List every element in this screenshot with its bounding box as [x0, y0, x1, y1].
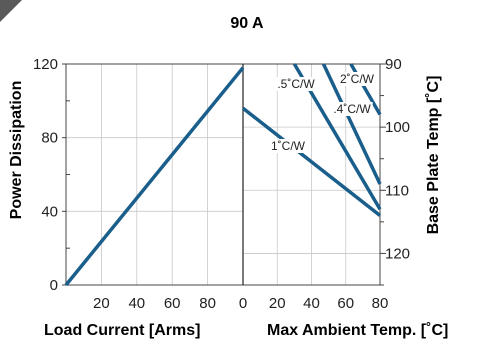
right-grid [243, 63, 386, 286]
right-y-tick-label: 120 [385, 245, 410, 262]
chart-title: 90 A [230, 15, 264, 32]
right-y-axis-label: Base Plate Temp [˚C] [425, 76, 442, 235]
thermal-resistance-line [321, 63, 382, 185]
right-x-tick-label: 0 [239, 295, 247, 312]
series-label-background [338, 72, 376, 86]
left-tick-labels: 0 40 80 120 20 40 60 80 [33, 56, 216, 312]
left-y-tick-label: 0 [50, 277, 58, 294]
left-x-tick-label: 40 [128, 295, 145, 312]
series-label: 1˚C/W [271, 139, 306, 153]
left-y-tick-label: 80 [41, 130, 58, 147]
thermal-resistance-line [241, 106, 382, 217]
series-label: 2˚C/W [340, 72, 375, 86]
series-label-background [269, 139, 307, 153]
series-label: .4˚C/W [333, 102, 371, 116]
series-label: .5˚C/W [277, 77, 315, 91]
right-y-tick-label: 100 [385, 119, 410, 136]
left-y-axis-label: Power Dissipation [8, 81, 25, 220]
left-x-axis-label: Load Current [Arms] [44, 322, 200, 339]
right-x-tick-label: 20 [269, 295, 286, 312]
right-y-tick-label: 90 [385, 56, 402, 73]
left-y-tick-label: 120 [33, 56, 58, 73]
right-x-tick-label: 40 [303, 295, 320, 312]
right-x-tick-label: 80 [372, 295, 389, 312]
left-series-group [64, 66, 245, 287]
right-x-axis-label: Max Ambient Temp. [˚C] [267, 322, 448, 339]
plot-frame [65, 63, 381, 286]
left-grid [62, 63, 243, 286]
series-label-background [331, 102, 373, 116]
left-x-tick-label: 80 [199, 295, 216, 312]
load-current-line [64, 66, 245, 287]
left-x-tick-label: 60 [164, 295, 181, 312]
right-tick-labels: 0 20 40 60 80 90 100 110 120 [239, 56, 410, 312]
right-y-tick-label: 110 [385, 182, 409, 199]
corner-decoration [0, 0, 22, 22]
left-x-tick-label: 20 [93, 295, 110, 312]
series-label-background [275, 77, 317, 91]
right-x-tick-label: 60 [337, 295, 354, 312]
left-y-tick-label: 40 [41, 203, 58, 220]
series-label-group: 1˚C/W .5˚C/W .4˚C/W 2˚C/W [269, 72, 376, 153]
